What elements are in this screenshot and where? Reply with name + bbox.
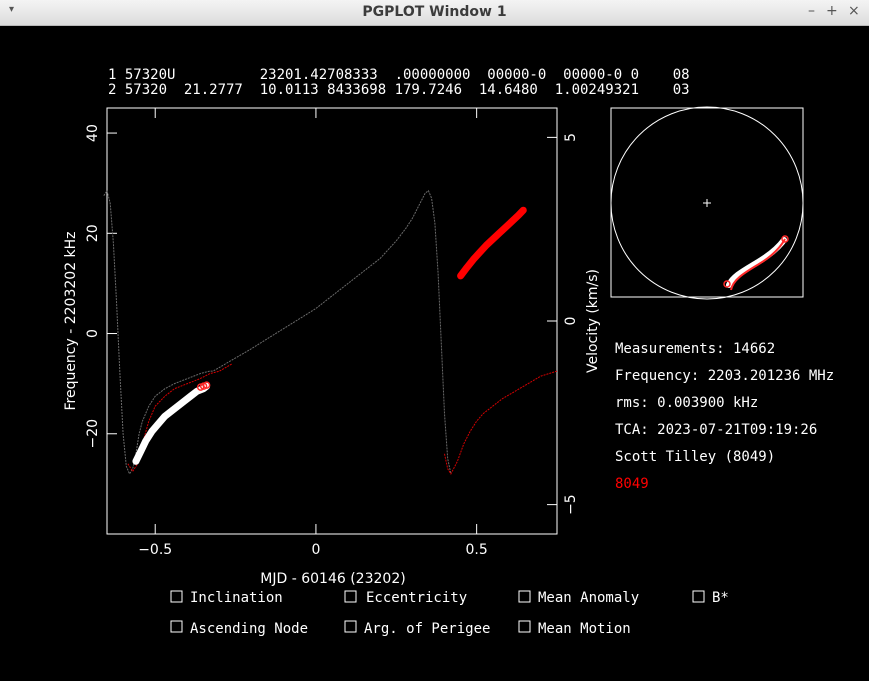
minimize-icon[interactable]: – [808, 3, 815, 19]
checkbox-label: Ascending Node [190, 621, 308, 637]
checkbox-inclination[interactable]: Inclination [170, 590, 283, 606]
y-axis-right: 5 0 −5 [547, 133, 579, 515]
y2-tick-label: −5 [563, 494, 579, 515]
plot-canvas[interactable]: 1 57320U 23201.42708333 .00000000 00000-… [0, 26, 869, 681]
y-tick-label: 20 [85, 224, 101, 242]
x-tick-label: −0.5 [138, 542, 172, 558]
title-bar[interactable]: ▾ PGPLOT Window 1 – + × [0, 0, 869, 26]
observation-marker [202, 381, 211, 389]
window-title: PGPLOT Window 1 [362, 4, 507, 20]
window-menu-icon[interactable]: ▾ [9, 4, 15, 15]
tle-line-1: 1 57320U 23201.42708333 .00000000 00000-… [108, 67, 690, 83]
checkbox-label: Eccentricity [366, 590, 467, 606]
model-curve-0 [103, 189, 452, 475]
maximize-icon[interactable]: + [826, 3, 838, 19]
pass-start-marker [723, 280, 731, 288]
checkbox-box[interactable] [344, 620, 357, 633]
checkbox-label: Inclination [190, 590, 283, 606]
checkbox-arg-of-perigee[interactable]: Arg. of Perigee [344, 620, 490, 637]
checkbox-box[interactable] [170, 620, 183, 633]
rms-text: rms: 0.003900 kHz [615, 395, 758, 411]
checkbox-mean-motion[interactable]: Mean Motion [518, 620, 631, 637]
observations-4 [457, 206, 527, 280]
y-tick-label: 0 [85, 329, 101, 338]
tle-line-2: 2 57320 21.2777 10.0113 8433698 179.7246… [108, 82, 690, 98]
pass-track-white [726, 237, 787, 288]
x-axis: −0.5 0 0.5 [138, 108, 488, 558]
observer-text: Scott Tilley (8049) [615, 449, 775, 465]
frequency-text: Frequency: 2203.201236 MHz [615, 368, 834, 384]
checkbox-eccentricity[interactable]: Eccentricity [344, 590, 467, 606]
pass-track-red [730, 238, 786, 291]
zenith-cross-icon [703, 199, 711, 207]
plot-frame [106, 107, 558, 535]
horizon-circle [610, 106, 804, 300]
y-tick-label: −20 [85, 419, 101, 449]
checkbox-box[interactable] [692, 590, 705, 603]
checkbox-b-star[interactable]: B* [692, 590, 729, 606]
checkbox-box[interactable] [518, 620, 531, 633]
y-tick-label: 40 [85, 124, 101, 142]
checkbox-box[interactable] [170, 590, 183, 603]
y2-tick-label: 0 [563, 317, 579, 326]
observations-3 [132, 382, 211, 465]
checkbox-box[interactable] [344, 590, 357, 603]
sky-plot [610, 106, 804, 300]
pass-end-marker [781, 235, 789, 243]
plot-series [103, 189, 558, 475]
checkbox-label: Mean Anomaly [538, 590, 639, 606]
close-icon[interactable]: × [848, 3, 860, 19]
tca-text: TCA: 2023-07-21T09:19:26 [615, 422, 817, 438]
x-tick-label: 0.5 [466, 542, 488, 558]
y2-tick-label: 5 [563, 133, 579, 142]
x-axis-label: MJD - 60146 (23202) [260, 571, 405, 587]
checkbox-label: Arg. of Perigee [364, 621, 490, 637]
checkbox-ascending-node[interactable]: Ascending Node [170, 620, 308, 637]
y2-axis-label: Velocity (km/s) [585, 269, 601, 373]
y-axis-left: 40 20 0 −20 [85, 124, 117, 449]
measurements-text: Measurements: 14662 [615, 341, 775, 357]
checkbox-label: B* [712, 590, 729, 606]
station-text: 8049 [615, 476, 649, 492]
model-curve-2 [444, 370, 558, 475]
checkbox-label: Mean Motion [538, 621, 631, 637]
checkbox-box[interactable] [518, 590, 531, 603]
checkbox-mean-anomaly[interactable]: Mean Anomaly [518, 590, 639, 606]
y-axis-label: Frequency - 2203202 kHz [63, 231, 79, 410]
x-tick-label: 0 [311, 542, 320, 558]
